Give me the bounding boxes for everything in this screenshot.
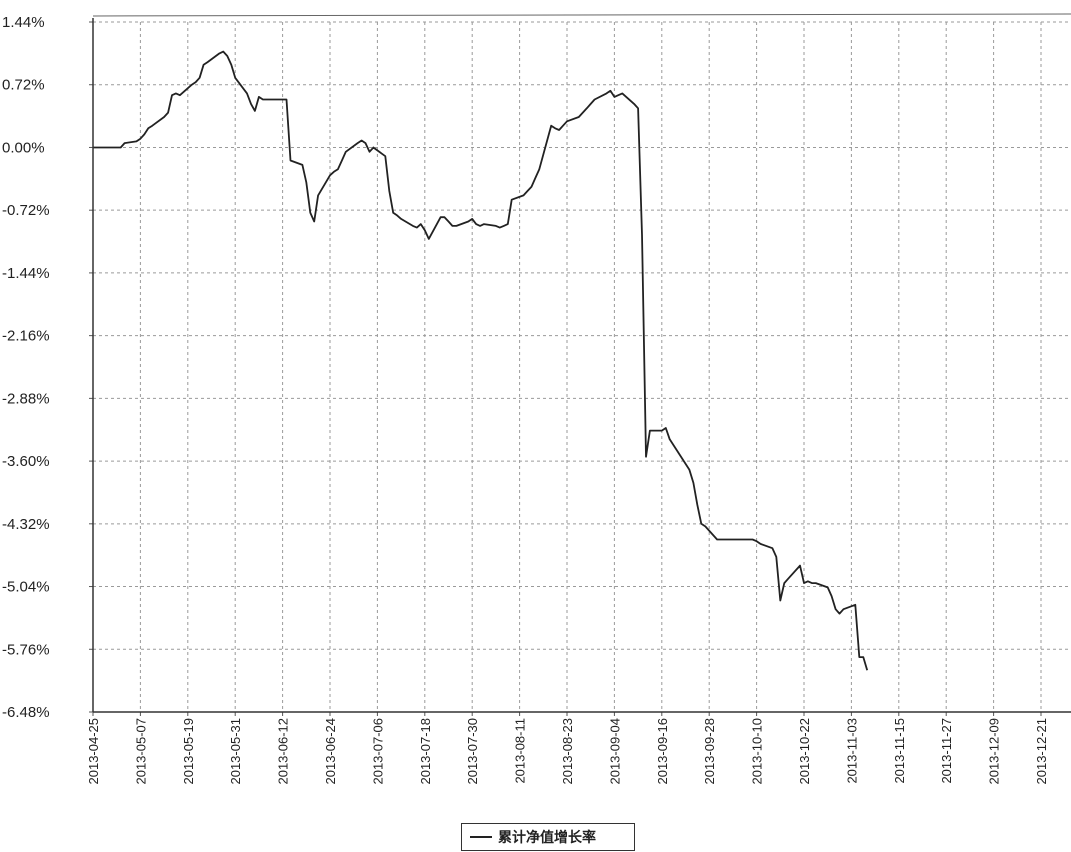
x-tick-label: 2013-08-23 bbox=[560, 718, 575, 785]
top-border-line bbox=[92, 13, 1071, 17]
legend-label: 累计净值增长率 bbox=[498, 830, 596, 846]
y-tick-label: 1.44% bbox=[2, 14, 45, 31]
x-axis: 2013-04-25 2013-05-07 2013-05-19 2013-05-31… bbox=[86, 712, 1049, 785]
x-tick-label: 2013-07-18 bbox=[418, 718, 433, 785]
x-tick-label: 2013-09-16 bbox=[655, 718, 670, 785]
x-tick-label: 2013-05-07 bbox=[133, 718, 148, 785]
x-tick-label: 2013-12-09 bbox=[987, 718, 1002, 785]
y-tick-label: -5.04% bbox=[2, 579, 50, 596]
y-tick-label: -3.60% bbox=[2, 453, 50, 470]
y-tick-label: -1.44% bbox=[2, 265, 50, 282]
y-tick-label: -2.16% bbox=[2, 328, 50, 345]
y-tick-label: 0.72% bbox=[2, 77, 45, 94]
y-tick-label: -0.72% bbox=[2, 202, 50, 219]
x-tick-label: 2013-10-10 bbox=[750, 718, 765, 785]
chart-grid bbox=[92, 21, 1071, 713]
series-line bbox=[93, 50, 869, 671]
series-layer bbox=[93, 50, 869, 671]
x-tick-label: 2013-05-19 bbox=[181, 718, 196, 785]
x-tick-label: 2013-11-27 bbox=[939, 718, 954, 784]
x-tick-label: 2013-08-11 bbox=[513, 718, 528, 784]
x-tick-label: 2013-12-21 bbox=[1034, 718, 1049, 785]
y-tick-label: -6.48% bbox=[2, 704, 50, 721]
y-axis: 1.44% 0.72% 0.00% -0.72% -1.44% -2.16% -2.88% -… bbox=[2, 14, 93, 721]
y-tick-label: -2.88% bbox=[2, 390, 50, 407]
x-tick-label: 2013-10-22 bbox=[797, 718, 812, 785]
x-tick-label: 2013-06-24 bbox=[323, 718, 338, 785]
plot-frame bbox=[92, 13, 1071, 713]
y-tick-label: -4.32% bbox=[2, 516, 50, 533]
x-tick-label: 2013-05-31 bbox=[228, 718, 243, 785]
legend-line-swatch bbox=[470, 836, 492, 838]
x-tick-label: 2013-06-12 bbox=[276, 718, 291, 785]
x-tick-label: 2013-07-30 bbox=[465, 718, 480, 785]
x-tick-label: 2013-09-04 bbox=[607, 718, 622, 785]
x-tick-label: 2013-04-25 bbox=[86, 718, 101, 785]
x-tick-label: 2013-09-28 bbox=[702, 718, 717, 785]
x-tick-label: 2013-11-03 bbox=[844, 718, 859, 784]
x-tick-label: 2013-07-06 bbox=[370, 718, 385, 785]
y-tick-label: 0.00% bbox=[2, 139, 45, 156]
legend: 累计净值增长率 bbox=[461, 823, 635, 851]
y-tick-label: -5.76% bbox=[2, 641, 50, 658]
x-tick-label: 2013-11-15 bbox=[892, 718, 907, 784]
